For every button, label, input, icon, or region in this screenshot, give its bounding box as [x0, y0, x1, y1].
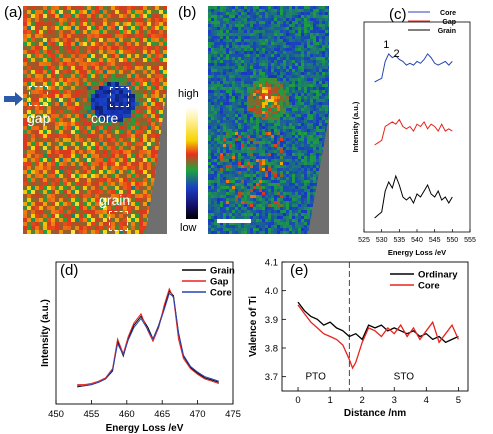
x-tick-label-e: 5 [456, 395, 461, 406]
colorbar [186, 107, 198, 219]
x-tick-label-c: 545 [429, 237, 441, 244]
series-line-grain [374, 174, 453, 219]
legend-label-c: Core [440, 10, 456, 17]
y-tick-label-e: 4.0 [265, 286, 278, 297]
x-tick-label-d: 450 [48, 409, 64, 420]
legend-label-d: Gap [210, 277, 229, 288]
gap-label: gap [27, 110, 51, 126]
x-tick-label-d: 455 [83, 409, 99, 420]
legend-label-e: Ordinary [418, 270, 458, 281]
core-label: core [91, 110, 119, 126]
y-tick-label-e: 3.8 [265, 344, 278, 355]
legend-label-e: Core [418, 281, 440, 292]
panel-a-letter: (a) [4, 4, 23, 21]
panel-b-letter: (b) [178, 4, 197, 21]
region-label-pto: PTO [305, 372, 326, 383]
valence-map-image [208, 6, 329, 234]
plot-frame-d [55, 261, 234, 405]
y-axis-label-d: Intensity (a.u.) [40, 299, 51, 367]
panel-c-letter: (c) [389, 6, 407, 23]
panel-e-letter: (e) [290, 262, 309, 279]
region-label-sto: STO [394, 372, 415, 383]
series-line-gap [374, 118, 453, 146]
gap-region-box [29, 86, 48, 106]
x-tick-label-d: 475 [225, 409, 241, 420]
x-tick-label-c: 530 [376, 237, 388, 244]
eels-map-b [208, 6, 329, 234]
x-tick-label-c: 555 [464, 237, 476, 244]
x-tick-label-e: 1 [327, 395, 332, 406]
series-line-core [297, 304, 459, 370]
y-tick-label-e: 3.9 [265, 315, 278, 326]
y-tick-label-e: 3.7 [265, 372, 278, 383]
legend-label-c: Grain [438, 28, 456, 35]
x-axis-label-e: Distance /nm [344, 408, 406, 419]
atomic-lattice-image [23, 6, 167, 234]
colorbar-high-label: high [178, 88, 199, 100]
x-tick-label-c: 525 [358, 237, 370, 244]
x-tick-label-c: 550 [446, 237, 458, 244]
y-tick-label-e: 4.1 [265, 258, 278, 269]
y-axis-label-c: Intensity (a.u.) [351, 101, 360, 152]
series-line-ordinary [297, 301, 459, 344]
core-region-box [110, 87, 129, 107]
x-tick-label-e: 3 [392, 395, 397, 406]
x-tick-label-c: 540 [411, 237, 423, 244]
x-tick-label-e: 4 [424, 395, 429, 406]
plot-frame-e [281, 261, 469, 392]
legend-label-c: Gap [442, 19, 456, 26]
x-tick-label-d: 460 [119, 409, 135, 420]
x-tick-label-d: 470 [190, 409, 206, 420]
colorbar-low-label: low [180, 222, 197, 234]
legend-label-d: Grain [210, 266, 235, 277]
series-line-gap [77, 287, 219, 386]
x-tick-label-e: 2 [360, 395, 365, 406]
eels-map-a: gap core grain [23, 6, 167, 234]
x-tick-label-c: 535 [393, 237, 405, 244]
series-line-core [77, 292, 219, 387]
x-tick-label-e: 0 [295, 395, 300, 406]
peak-1-label: 1 [383, 39, 389, 51]
substrate-wedge [145, 86, 167, 234]
x-axis-label-d: Energy Loss /eV [106, 423, 184, 434]
grain-region-box [109, 211, 128, 231]
scale-bar [217, 219, 251, 223]
substrate-wedge [308, 116, 329, 234]
grain-label: grain [99, 192, 131, 208]
x-axis-label-c: Energy Loss /eV [388, 248, 446, 257]
series-line-core [374, 53, 453, 83]
x-tick-label-d: 465 [154, 409, 170, 420]
peak-2-label: 2 [393, 48, 399, 60]
panel-d-letter: (d) [60, 262, 79, 279]
chart-c: 525 530 535 540 545 550 555 Energy Loss /eV Inte… [351, 10, 476, 257]
legend-label-d: Core [210, 288, 232, 299]
y-axis-label-e: Valence of Ti [248, 296, 259, 357]
arrow-icon [4, 92, 23, 106]
